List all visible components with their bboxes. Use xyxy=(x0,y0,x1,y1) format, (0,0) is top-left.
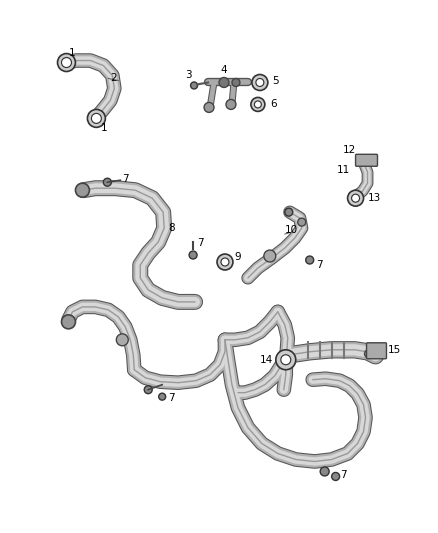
FancyBboxPatch shape xyxy=(356,154,378,166)
Circle shape xyxy=(251,98,265,111)
Circle shape xyxy=(232,78,240,86)
Circle shape xyxy=(348,190,364,206)
Circle shape xyxy=(364,350,372,358)
Circle shape xyxy=(352,194,360,202)
Circle shape xyxy=(276,350,296,370)
Text: 14: 14 xyxy=(260,355,273,365)
FancyBboxPatch shape xyxy=(367,343,386,359)
Text: 11: 11 xyxy=(337,165,350,175)
Circle shape xyxy=(92,114,101,123)
Circle shape xyxy=(306,256,314,264)
Circle shape xyxy=(219,77,229,87)
Circle shape xyxy=(217,254,233,270)
Text: 13: 13 xyxy=(367,193,381,203)
Circle shape xyxy=(103,178,111,186)
Circle shape xyxy=(256,78,264,86)
Circle shape xyxy=(57,53,75,71)
Text: 15: 15 xyxy=(388,345,401,355)
Circle shape xyxy=(264,250,276,262)
Circle shape xyxy=(320,467,329,476)
Text: 4: 4 xyxy=(221,64,227,75)
Circle shape xyxy=(189,251,197,259)
Circle shape xyxy=(88,109,106,127)
Text: 5: 5 xyxy=(272,76,279,86)
Text: 7: 7 xyxy=(122,174,129,184)
Text: 2: 2 xyxy=(110,74,117,84)
Circle shape xyxy=(226,100,236,109)
Text: 9: 9 xyxy=(234,252,240,262)
Text: 7: 7 xyxy=(316,260,322,270)
Text: 1: 1 xyxy=(100,123,107,133)
Text: 10: 10 xyxy=(285,225,298,235)
Circle shape xyxy=(281,355,291,365)
Text: 7: 7 xyxy=(197,238,204,248)
Text: 12: 12 xyxy=(343,146,356,155)
Circle shape xyxy=(159,393,166,400)
Circle shape xyxy=(204,102,214,112)
Text: 1: 1 xyxy=(69,47,76,58)
Circle shape xyxy=(61,58,71,68)
Circle shape xyxy=(75,183,89,197)
Circle shape xyxy=(254,101,261,108)
Circle shape xyxy=(61,315,75,329)
Circle shape xyxy=(191,82,198,89)
Circle shape xyxy=(144,386,152,394)
Circle shape xyxy=(221,258,229,266)
Text: 3: 3 xyxy=(185,69,192,79)
Text: 7: 7 xyxy=(168,393,175,402)
Text: 8: 8 xyxy=(168,223,175,233)
Circle shape xyxy=(298,218,306,226)
Circle shape xyxy=(332,472,339,480)
Circle shape xyxy=(117,334,128,346)
Text: 7: 7 xyxy=(339,471,346,480)
Circle shape xyxy=(285,208,293,216)
Circle shape xyxy=(252,75,268,91)
Text: 6: 6 xyxy=(270,100,276,109)
